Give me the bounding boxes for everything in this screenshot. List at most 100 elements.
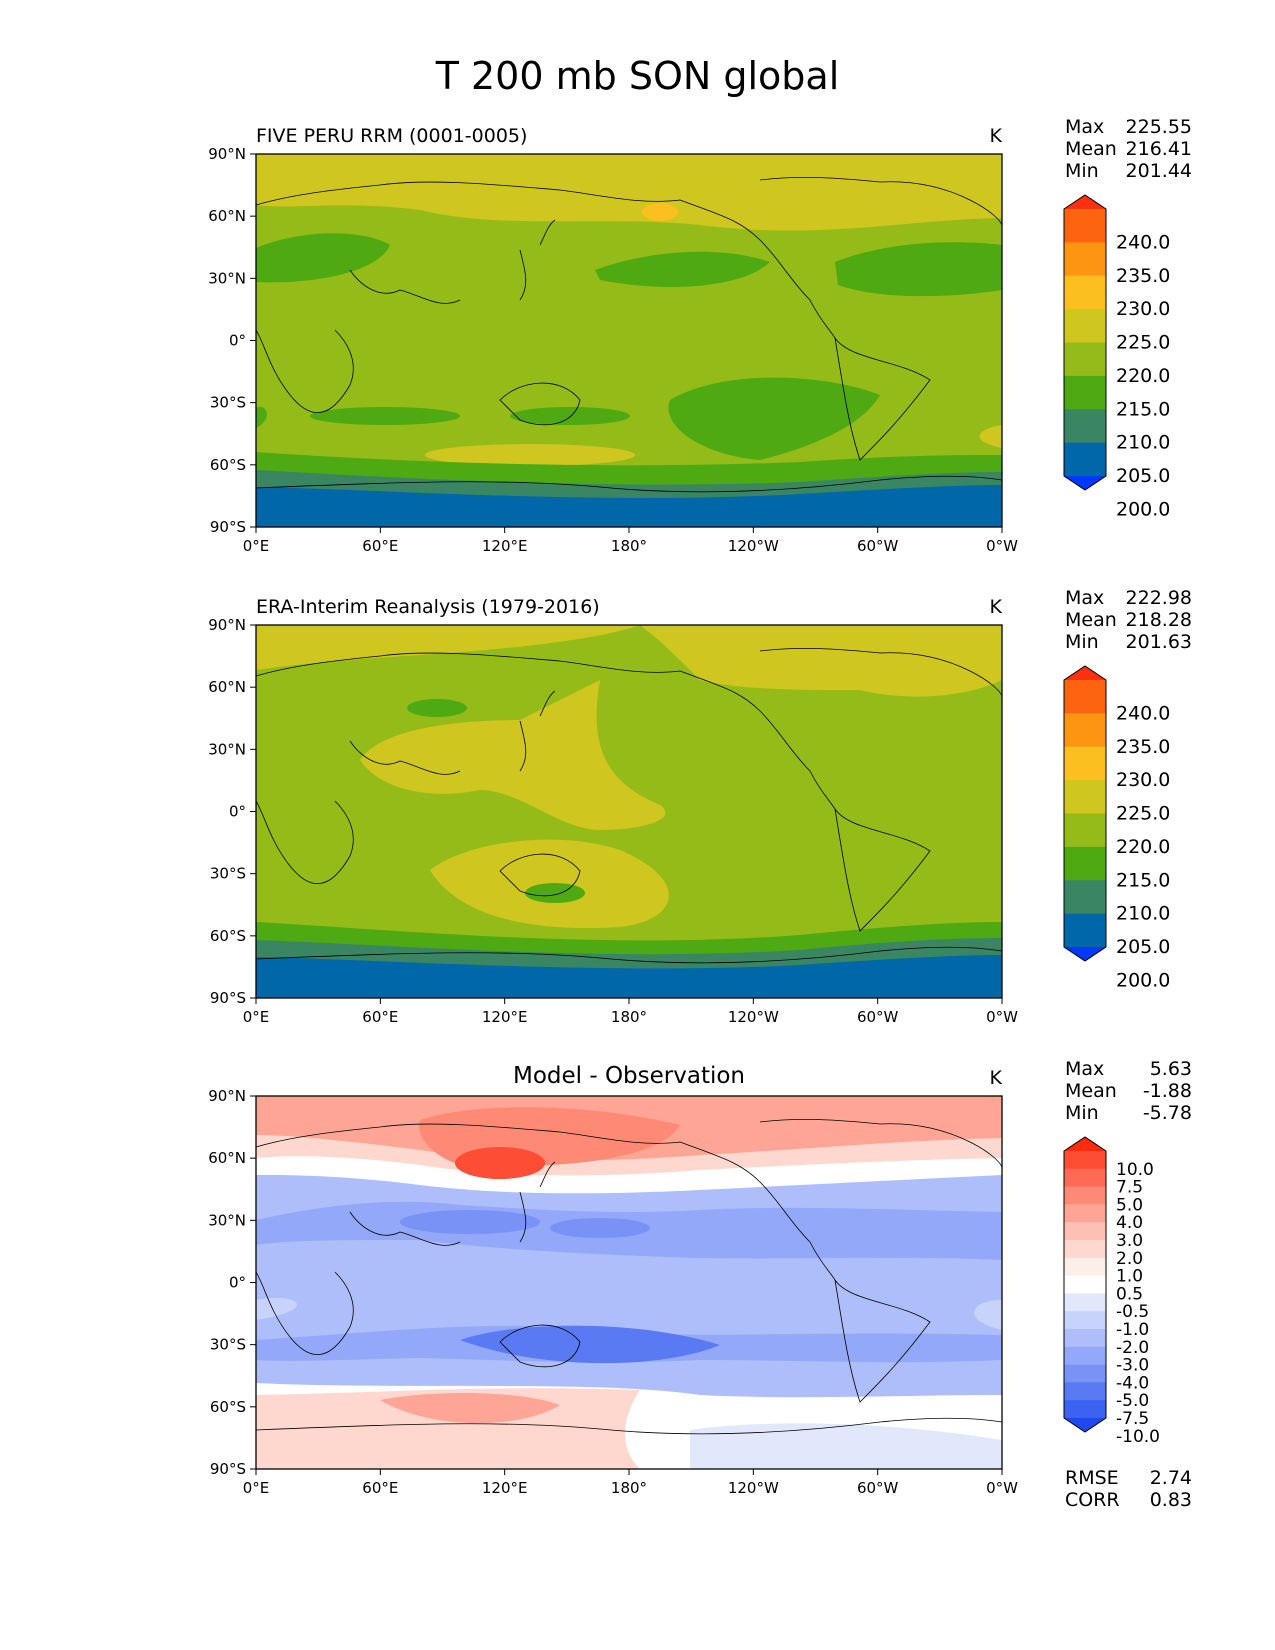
colorbar-tick-label: 215.0	[1116, 398, 1170, 420]
contour-min-patch	[460, 1325, 720, 1364]
colorbar-tick-label: 200.0	[1116, 969, 1170, 991]
x-tick-label: 180°	[611, 537, 647, 555]
colorbar-tick-label: 230.0	[1116, 769, 1170, 791]
x-tick-label: 60°W	[857, 1479, 899, 1497]
panel-obs: ERA-Interim Reanalysis (1979-2016) K	[255, 596, 1003, 999]
colorbar-tick-label: -0.5	[1116, 1302, 1149, 1322]
panel-title: Model - Observation	[513, 1063, 745, 1089]
colorbar-segment	[1064, 1257, 1106, 1277]
colorbar-segment	[1064, 1204, 1106, 1223]
map-field	[256, 154, 1002, 527]
stat-label: CORR	[1065, 1489, 1120, 1511]
colorbar-tick-label: 205.0	[1116, 936, 1170, 958]
stat-value: 201.63	[1126, 631, 1192, 653]
colorbar-segment	[1064, 746, 1106, 781]
colorbar-tick-label: 210.0	[1116, 432, 1170, 454]
colorbar-segment	[1064, 1186, 1106, 1205]
x-tick-label: 60°W	[857, 1008, 899, 1026]
colorbar-segment	[1064, 309, 1106, 343]
x-tick-label: 60°W	[857, 537, 899, 555]
colorbar-outline	[1063, 665, 1107, 962]
colorbar-segment	[1064, 1311, 1106, 1330]
stat-value: 216.41	[1126, 138, 1192, 160]
x-tick-label: 0°W	[986, 1008, 1018, 1026]
y-tick-label: 60°N	[208, 207, 246, 225]
x-tick-label: 120°E	[482, 1479, 528, 1497]
colorbar-segment	[1064, 1329, 1106, 1348]
colorbar-segment	[1064, 1168, 1106, 1188]
stat-value: -5.78	[1143, 1102, 1192, 1124]
colorbar-segment	[1064, 813, 1106, 848]
x-tick-label: 0°E	[243, 1479, 270, 1497]
colorbar-outline	[1063, 1136, 1107, 1433]
y-tick-label: 90°N	[208, 1087, 246, 1105]
colorbar-segment	[1064, 1275, 1106, 1294]
contour-220-westpac	[360, 680, 666, 830]
y-tick-label: 90°S	[210, 518, 246, 536]
x-tick-label: 0°W	[986, 1479, 1018, 1497]
y-tick-label: 60°S	[210, 927, 246, 945]
contour-220-ne	[640, 625, 1002, 697]
y-tick-label: 60°S	[210, 1398, 246, 1416]
colorbar-tick-label: 7.5	[1116, 1178, 1143, 1198]
x-tick-label: 0°W	[986, 537, 1018, 555]
contour-220-south	[425, 444, 635, 466]
colorbar-tick-label: -1.0	[1116, 1320, 1149, 1340]
colorbar-tick-label: 230.0	[1116, 298, 1170, 320]
contour-205-antarctic	[256, 955, 1002, 998]
stat-label: Max	[1065, 587, 1104, 609]
coastlines	[256, 176, 1002, 493]
y-tick-label: 90°S	[210, 989, 246, 1007]
contour-225-patch	[642, 203, 678, 221]
y-tick-label: 90°N	[208, 145, 246, 163]
colorbar-segment	[1064, 242, 1106, 277]
y-tick-label: 0°	[229, 332, 246, 350]
stat-label: Max	[1065, 116, 1104, 138]
stat-label: Mean	[1065, 138, 1117, 160]
contour-max-patch	[455, 1147, 545, 1179]
colorbar-tick-label: 225.0	[1116, 332, 1170, 354]
stats-layer: Max 225.55 Mean 216.41 Min 201.44 Max 222.98 Mea…	[1065, 116, 1192, 1511]
colorbar-segment	[1064, 680, 1106, 714]
x-tick-label: 60°E	[362, 537, 398, 555]
colorbar-tick-label: -5.0	[1116, 1391, 1149, 1411]
colorbar-segment	[1064, 1364, 1106, 1383]
stat-value: 218.28	[1126, 609, 1192, 631]
map-field	[256, 1096, 1002, 1469]
colorbar-segment	[1064, 342, 1106, 377]
colorbar-tick-label: -2.0	[1116, 1338, 1149, 1358]
colorbar-extend-max	[1064, 666, 1106, 680]
y-tick-label: 90°N	[208, 616, 246, 634]
colorbar-segment	[1064, 442, 1106, 477]
stat-label: Min	[1065, 1102, 1099, 1124]
panel-title: FIVE PERU RRM (0001-0005)	[256, 125, 527, 147]
colorbar-extend-max	[1064, 1137, 1106, 1151]
colorbar-extend-min	[1064, 947, 1106, 961]
contour-220-north	[256, 154, 1002, 231]
colorbar-tick-label: 4.0	[1116, 1213, 1143, 1233]
colorbar-tick-label: 205.0	[1116, 465, 1170, 487]
stat-value: 2.74	[1150, 1467, 1192, 1489]
x-tick-label: 120°W	[728, 1008, 779, 1026]
colorbar-segment	[1064, 1382, 1106, 1401]
contour-215-asia	[256, 233, 390, 283]
axes-layer: 0°E 60°E 120°E 180° 120°W 60°W 0°W 90°N 60°N 30°N…	[208, 145, 1018, 1497]
x-tick-label: 180°	[611, 1479, 647, 1497]
colorbar-layer: 240.0 235.0 230.0 225.0 220.0 215.0 210.0 205.0…	[1063, 194, 1170, 1447]
colorbar-tick-label: 210.0	[1116, 903, 1170, 925]
contour-215-south-pacific	[668, 377, 880, 460]
stat-value: 201.44	[1126, 160, 1192, 182]
colorbar-segment	[1064, 780, 1106, 814]
x-tick-label: 120°W	[728, 537, 779, 555]
colorbar-segment	[1064, 1400, 1106, 1419]
stat-label: Min	[1065, 631, 1099, 653]
x-tick-label: 0°E	[243, 1008, 270, 1026]
colorbar-segment	[1064, 409, 1106, 444]
y-tick-label: 60°N	[208, 1149, 246, 1167]
colorbar-segment	[1064, 880, 1106, 915]
colorbar-segment	[1064, 713, 1106, 748]
colorbar-segment	[1064, 1346, 1106, 1366]
colorbar-tick-label: 200.0	[1116, 498, 1170, 520]
colorbar-segment	[1064, 846, 1106, 881]
colorbar-tick-label: 235.0	[1116, 265, 1170, 287]
